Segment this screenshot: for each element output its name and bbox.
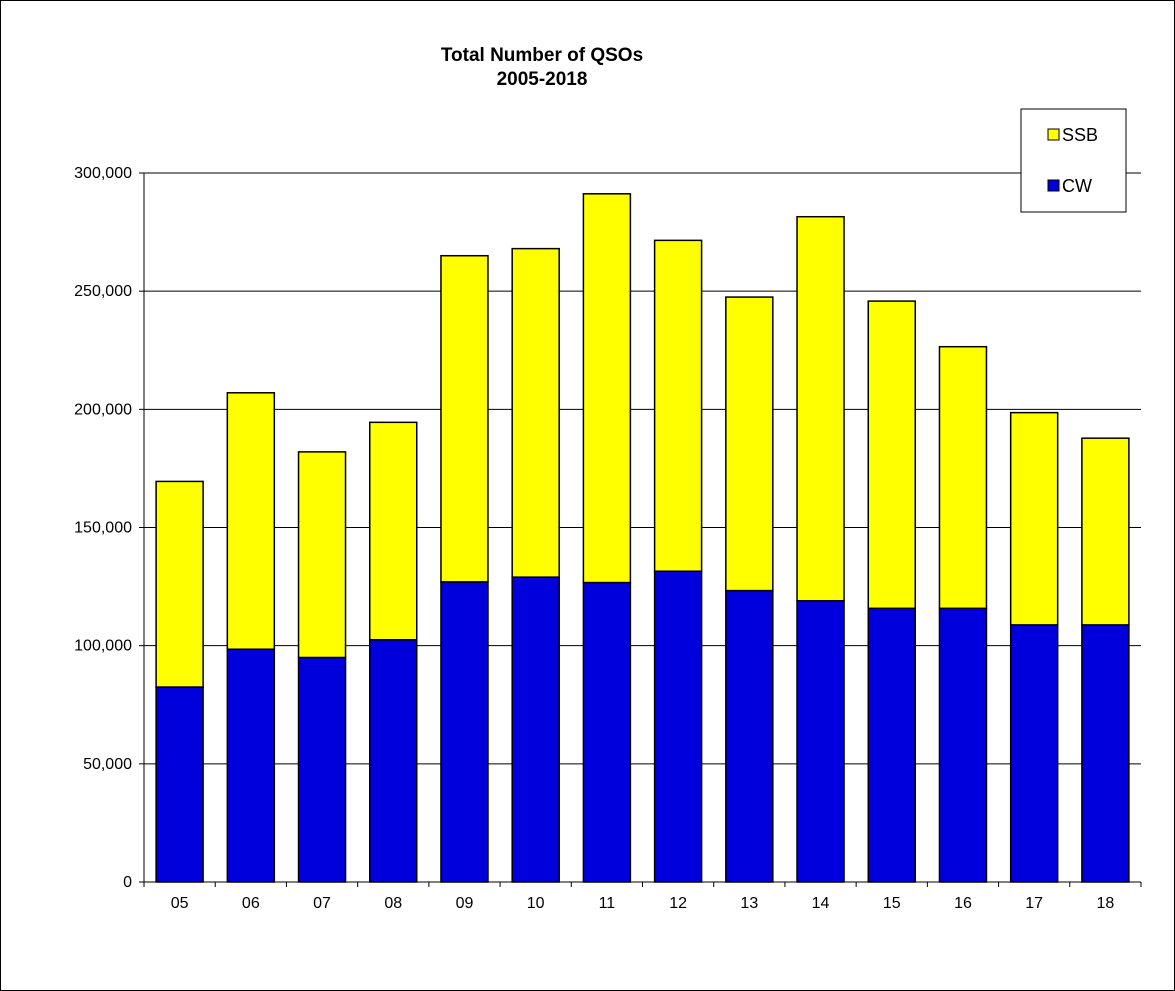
x-tick-label: 17	[1025, 895, 1043, 912]
axis-layer	[143, 173, 1141, 883]
bar-cw-11	[582, 581, 632, 883]
y-tick-label: 250,000	[74, 283, 132, 300]
x-tick-label: 09	[456, 895, 474, 912]
bar-ssb-06	[226, 392, 276, 650]
y-tick-labels: 0 50,000 100,000 150,000 200,000 250,000 300,0…	[74, 165, 132, 891]
chart-title: Total Number of QSOs 2005-2018	[441, 45, 643, 90]
bar-cw-10	[511, 576, 560, 883]
bar-cw-17	[1009, 624, 1059, 883]
y-tick-label: 300,000	[74, 165, 132, 182]
x-tick-label: 05	[171, 895, 189, 912]
bar-ssb-15	[867, 300, 916, 610]
legend-label-ssb: SSB	[1062, 125, 1098, 145]
bar-cw-12	[653, 570, 703, 883]
legend: SSB CW	[1020, 108, 1127, 213]
bar-cw-16	[938, 607, 988, 883]
legend-label-cw: CW	[1062, 176, 1092, 196]
bar-ssb-17	[1009, 411, 1059, 626]
grid-layer	[139, 172, 1142, 887]
y-tick-label: 150,000	[74, 520, 132, 537]
bar-ssb-18	[1081, 437, 1130, 626]
x-tick-label: 11	[599, 895, 616, 912]
bar-ssb-05	[155, 480, 204, 688]
x-tick-label: 12	[669, 895, 687, 912]
x-tick-label: 14	[812, 895, 830, 912]
bar-cw-07	[297, 656, 347, 883]
x-tick-label: 18	[1096, 895, 1114, 912]
bar-layer	[155, 193, 1130, 883]
bar-ssb-08	[369, 421, 418, 641]
legend-box	[1020, 108, 1127, 213]
bar-ssb-12	[653, 239, 703, 572]
x-tick-label: 08	[384, 895, 402, 912]
x-tick-label: 15	[883, 895, 901, 912]
bar-ssb-07	[297, 451, 347, 659]
legend-swatch-cw	[1047, 179, 1060, 192]
x-tick-label: 16	[954, 895, 972, 912]
y-tick-label: 50,000	[83, 756, 132, 773]
x-tick-label: 10	[527, 895, 545, 912]
bar-cw-18	[1081, 624, 1130, 883]
bar-ssb-09	[440, 254, 489, 583]
bar-cw-08	[369, 639, 418, 883]
x-tick-label: 07	[313, 895, 331, 912]
bar-ssb-14	[796, 215, 845, 602]
bar-cw-13	[725, 589, 774, 883]
bar-cw-06	[226, 648, 276, 883]
legend-swatch-ssb	[1047, 128, 1060, 141]
chart-title-line-2: 2005-2018	[497, 69, 588, 90]
x-tick-label: 06	[242, 895, 260, 912]
bar-cw-15	[867, 607, 916, 883]
x-tick-labels: 05 06 07 08 09 10 11 12 13 14 15 16 17 18	[171, 895, 1115, 912]
chart-title-line-1: Total Number of QSOs	[441, 45, 643, 66]
bar-ssb-10	[511, 247, 560, 578]
bar-ssb-13	[725, 296, 774, 592]
bar-cw-14	[796, 600, 845, 883]
bar-cw-05	[155, 686, 204, 883]
bar-ssb-11	[582, 193, 632, 584]
bar-ssb-16	[938, 345, 988, 610]
x-tick-label: 13	[740, 895, 758, 912]
bar-cw-09	[440, 581, 489, 883]
y-tick-label: 200,000	[74, 401, 132, 418]
y-tick-label: 0	[123, 874, 132, 891]
y-tick-label: 100,000	[74, 638, 132, 655]
